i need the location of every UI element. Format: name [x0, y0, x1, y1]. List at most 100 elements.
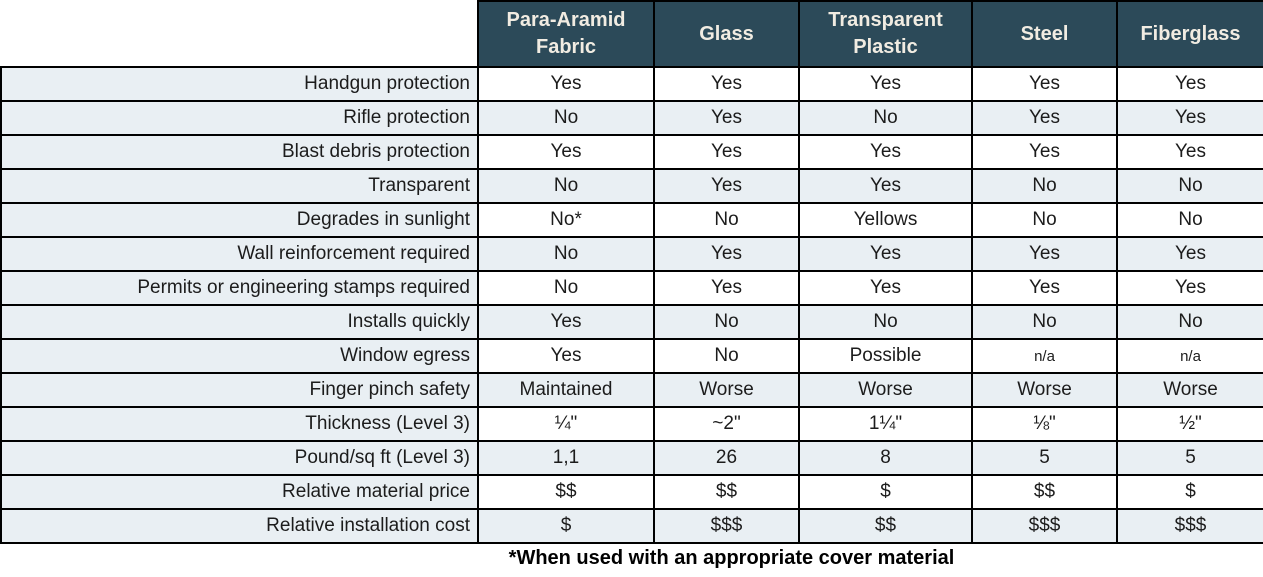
table-cell: ~2"	[653, 406, 800, 442]
table-row: Window egress Yes No Possible n/a n/a	[0, 338, 1263, 374]
table-cell: $$$	[1116, 508, 1263, 544]
table-cell: Yes	[798, 168, 973, 204]
table-cell: No	[798, 304, 973, 340]
row-label: Relative material price	[0, 474, 479, 510]
row-label: Pound/sq ft (Level 3)	[0, 440, 479, 476]
table-row: Permits or engineering stamps required No…	[0, 270, 1263, 306]
row-label: Rifle protection	[0, 100, 479, 136]
table-cell: Yes	[477, 338, 655, 374]
table-cell: Worse	[1116, 372, 1263, 408]
table-cell: Yellows	[798, 202, 973, 238]
corner-cell	[1, 1, 478, 67]
row-label: Relative installation cost	[0, 508, 479, 544]
table-cell: No	[477, 270, 655, 306]
table-cell: 26	[653, 440, 800, 476]
table-cell: Yes	[798, 66, 973, 102]
row-label: Thickness (Level 3)	[0, 406, 479, 442]
table-cell: 1,1	[477, 440, 655, 476]
table-cell: Yes	[477, 134, 655, 170]
table-cell: $$	[653, 474, 800, 510]
table-cell: Yes	[798, 134, 973, 170]
table-cell: Yes	[798, 236, 973, 272]
table-cell: No	[798, 100, 973, 136]
table-cell: Yes	[477, 304, 655, 340]
table-cell: No	[1116, 168, 1263, 204]
table-cell: No*	[477, 202, 655, 238]
table-cell: Yes	[971, 100, 1118, 136]
table-cell: No	[1116, 304, 1263, 340]
table-cell: Yes	[971, 236, 1118, 272]
table-cell: $$$	[653, 508, 800, 544]
table-cell: No	[653, 202, 800, 238]
table-cell: Maintained	[477, 372, 655, 408]
table-row: Relative material price $$ $$ $ $$ $	[0, 474, 1263, 510]
row-label: Finger pinch safety	[0, 372, 479, 408]
table-cell: Yes	[653, 168, 800, 204]
table-cell: $	[1116, 474, 1263, 510]
table-cell: No	[971, 304, 1118, 340]
table-cell: Yes	[1116, 66, 1263, 102]
table-row: Transparent No Yes Yes No No	[0, 168, 1263, 204]
table-cell: Yes	[477, 66, 655, 102]
table-cell: Yes	[653, 236, 800, 272]
table-cell: Yes	[971, 66, 1118, 102]
column-header-para-aramid-fabric: Para-Aramid Fabric	[477, 0, 655, 68]
table-header: Para-Aramid Fabric Glass Transparent Pla…	[1, 0, 1263, 68]
table-cell: No	[477, 100, 655, 136]
table-cell: Yes	[1116, 236, 1263, 272]
footnote: *When used with an appropriate cover mat…	[508, 547, 955, 569]
row-label: Transparent	[0, 168, 479, 204]
table-cell: Yes	[653, 270, 800, 306]
table-cell: $$	[971, 474, 1118, 510]
row-label: Degrades in sunlight	[0, 202, 479, 238]
table-cell: Possible	[798, 338, 973, 374]
column-header-steel: Steel	[971, 0, 1118, 68]
row-label: Installs quickly	[0, 304, 479, 340]
table-row: Installs quickly Yes No No No No	[0, 304, 1263, 340]
comparison-table: Para-Aramid Fabric Glass Transparent Pla…	[0, 0, 1263, 544]
table-row: Rifle protection No Yes No Yes Yes	[0, 100, 1263, 136]
row-label: Permits or engineering stamps required	[0, 270, 479, 306]
table-cell: No	[971, 168, 1118, 204]
table-cell: ⅛"	[971, 406, 1118, 442]
row-label: Wall reinforcement required	[0, 236, 479, 272]
table-cell: $$	[798, 508, 973, 544]
table-cell: Worse	[971, 372, 1118, 408]
table-cell: 8	[798, 440, 973, 476]
table-cell: $	[798, 474, 973, 510]
table-row: Relative installation cost $ $$$ $$ $$$ $$$	[0, 508, 1263, 544]
table-body: Handgun protection Yes Yes Yes Yes Yes Rifle p…	[0, 66, 1263, 544]
table-cell: No	[971, 202, 1118, 238]
table-cell: n/a	[1116, 338, 1263, 374]
table-cell: No	[653, 304, 800, 340]
table-cell: 5	[1116, 440, 1263, 476]
table-cell: Yes	[1116, 134, 1263, 170]
table-cell: Yes	[653, 66, 800, 102]
column-header-glass: Glass	[653, 0, 800, 68]
table-row: Finger pinch safety Maintained Worse Worse W…	[0, 372, 1263, 408]
table-cell: Yes	[971, 134, 1118, 170]
table-row: Wall reinforcement required No Yes Yes Yes Ye…	[0, 236, 1263, 272]
table-cell: Yes	[653, 134, 800, 170]
table-cell: Yes	[653, 100, 800, 136]
table-cell: $$$	[971, 508, 1118, 544]
table-cell: ¼"	[477, 406, 655, 442]
column-header-fiberglass: Fiberglass	[1116, 0, 1263, 68]
table-row: Pound/sq ft (Level 3) 1,1 26 8 5 5	[0, 440, 1263, 476]
row-label: Window egress	[0, 338, 479, 374]
table-cell: Yes	[971, 270, 1118, 306]
table-cell: No	[653, 338, 800, 374]
table-cell: No	[1116, 202, 1263, 238]
table-row: Handgun protection Yes Yes Yes Yes Yes	[0, 66, 1263, 102]
table-cell: No	[477, 236, 655, 272]
table-row: Thickness (Level 3) ¼" ~2" 1¼" ⅛" ½"	[0, 406, 1263, 442]
table-cell: Yes	[1116, 100, 1263, 136]
table-cell: 1¼"	[798, 406, 973, 442]
table-cell: ½"	[1116, 406, 1263, 442]
table-cell: 5	[971, 440, 1118, 476]
table-cell: Yes	[1116, 270, 1263, 306]
table-cell: Worse	[653, 372, 800, 408]
table-cell: $$	[477, 474, 655, 510]
row-label: Blast debris protection	[0, 134, 479, 170]
table-row: Degrades in sunlight No* No Yellows No No	[0, 202, 1263, 238]
